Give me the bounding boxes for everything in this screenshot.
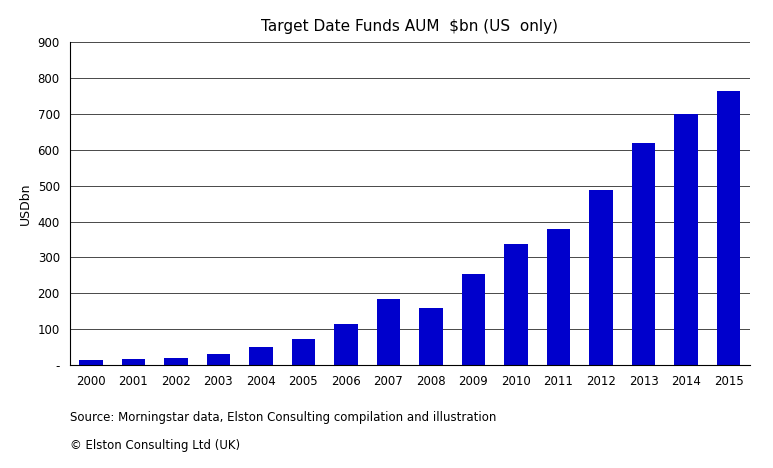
Bar [632,143,656,365]
Text: Source: Morningstar data, Elston Consulting compilation and illustration: Source: Morningstar data, Elston Consult… [70,411,496,424]
Bar [79,359,103,365]
Bar [249,347,273,365]
Text: © Elston Consulting Ltd (UK): © Elston Consulting Ltd (UK) [70,439,240,452]
Y-axis label: USDbn: USDbn [19,183,32,225]
Bar [717,90,741,365]
Bar [419,307,443,365]
Bar [504,244,528,365]
Bar [674,114,698,365]
Bar [164,358,188,365]
Bar [121,358,145,365]
Bar [547,229,570,365]
Bar [334,324,358,365]
Bar [206,354,230,365]
Bar [291,339,315,365]
Bar [589,190,613,365]
Bar [376,299,400,365]
Title: Target Date Funds AUM  $bn (US  only): Target Date Funds AUM $bn (US only) [261,19,558,34]
Bar [461,273,485,365]
